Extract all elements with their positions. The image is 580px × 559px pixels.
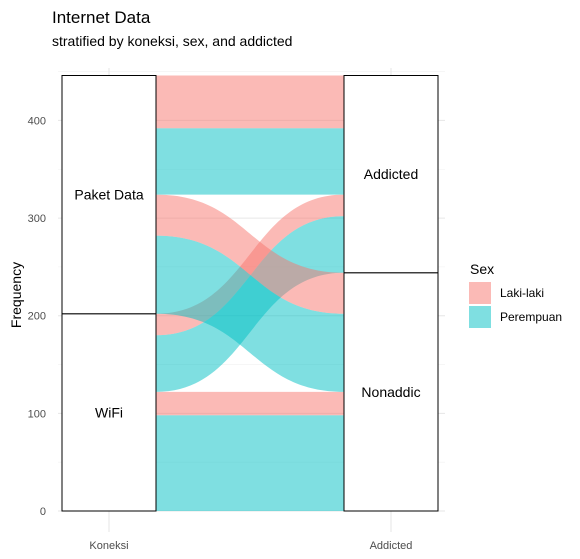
flow-paket-data-to-addicted-perempuan [156,128,344,194]
chart-title: Internet Data [52,8,151,27]
y-tick-label: 100 [28,408,46,420]
y-tick-label: 0 [40,506,46,518]
legend-label-laki-laki: Laki-laki [500,286,544,300]
x-tick-label: Koneksi [89,540,128,552]
stratum-label-paket-data: Paket Data [74,187,143,203]
y-axis-title: Frequency [8,262,24,328]
y-tick-label: 200 [28,311,46,323]
flows [156,76,344,512]
legend-key-laki-laki [469,282,491,304]
stratum-label-addicted: Addicted [364,166,418,182]
stratum-label-wifi: WiFi [95,404,123,420]
flow-wifi-to-nonaddic-laki-laki [156,392,344,415]
y-tick-label: 300 [28,213,46,225]
flow-paket-data-to-addicted-laki-laki [156,76,344,129]
legend-label-perempuan: Perempuan [500,310,562,324]
x-tick-label: Addicted [370,540,413,552]
x-axis: Koneksi Addicted [89,540,412,552]
y-tick-label: 400 [28,115,46,127]
legend: Sex Laki-laki Perempuan [469,261,562,328]
legend-title: Sex [470,261,494,277]
stratum-label-nonaddic: Nonaddic [361,384,420,400]
chart-subtitle: stratified by koneksi, sex, and addicted [52,33,292,49]
y-axis: 0 100 200 300 400 [28,115,46,518]
flow-wifi-to-nonaddic-perempuan [156,415,344,511]
legend-key-perempuan [469,306,491,328]
